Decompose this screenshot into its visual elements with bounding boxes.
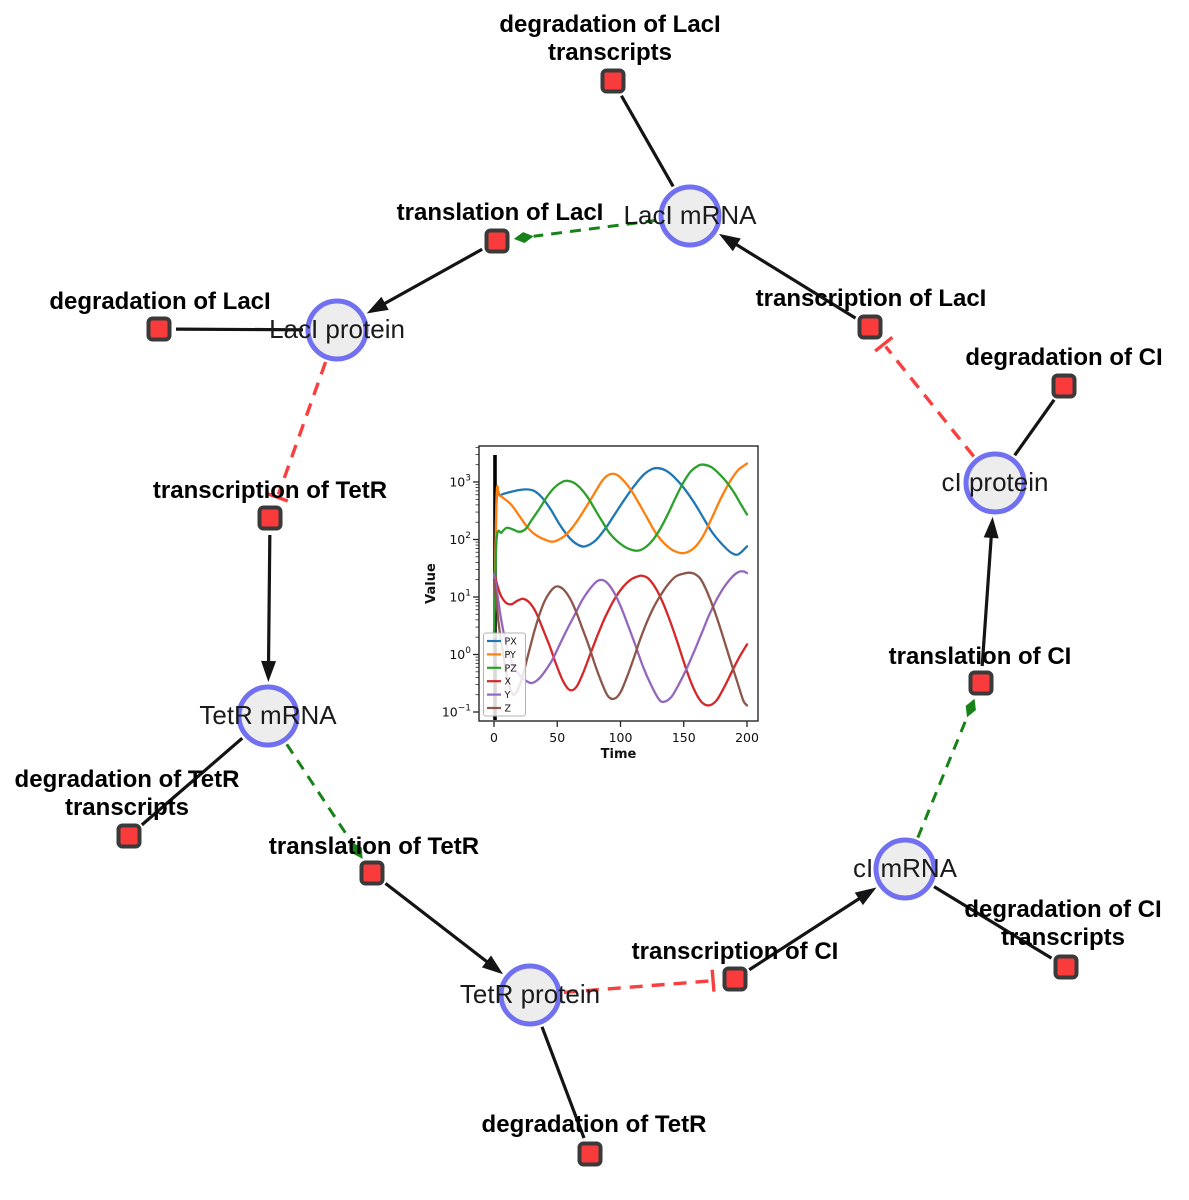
y-axis-title: Value [424,563,439,604]
series-curve-PX [492,466,749,639]
species-node-ci-mrna [873,837,937,901]
x-axis-title: Time [601,747,637,762]
reaction-node-deg-laci-tr [600,68,626,94]
plot-legend: PX PY PZ XYZ [483,632,526,717]
legend-label-X: X [505,677,512,688]
reaction-node-deg-tetr [577,1141,603,1167]
series-curve-PZ [492,463,749,639]
edge-tetr_mrna-deg_tetr_tr [140,737,244,827]
diamond-arrowhead-icon [351,842,363,859]
edge-tetr_protein-deg_tetr [540,1026,586,1139]
edge-ci_mrna-deg_ci_tr [933,885,1053,960]
legend-label-PZ: PZ [505,663,518,674]
reaction-node-deg-ci [1051,373,1077,399]
reaction-node-tx-tetr [257,505,283,531]
species-node-laci-mrna [658,184,722,248]
edge-laci_protein-tx_tetr [266,361,328,503]
diamond-arrowhead-icon [965,698,976,718]
reaction-node-tl-tetr [359,860,385,886]
species-node-ci-protein [963,451,1027,515]
plot-frame [478,445,759,722]
reaction-node-deg-tetr-tr [116,823,142,849]
edge-tl_tetr-tetr_protein [384,882,504,975]
reaction-node-tl-ci [968,670,994,696]
edge-tl_laci-laci_protein [366,247,483,314]
edge-ci_protein-tx_laci [874,335,976,458]
reaction-node-tx-ci [722,966,748,992]
arrowhead-icon [366,296,389,314]
y-tick-label: 103 [449,474,471,490]
edge-tl_ci-ci_protein [980,516,999,667]
nodes-layer [116,68,1079,1167]
arrowhead-icon [983,516,999,539]
x-tick-label: 100 [609,730,633,745]
diamond-arrowhead-icon [513,232,534,243]
edge-laci_mrna-deg_laci_tr [620,94,675,188]
tbar-inhibition-icon [874,335,894,353]
species-node-laci-protein [305,298,369,362]
tbar-inhibition-icon [710,969,716,992]
reaction-node-deg-ci-tr [1053,954,1079,980]
edge-laci_mrna-tl_laci [513,218,657,243]
edge-tx_ci-ci_mrna [748,887,877,972]
arrowhead-icon [854,887,877,906]
edge-ci_mrna-tl_ci [916,698,976,839]
edges-layer [140,94,1056,1139]
x-tick-label: 0 [490,730,498,745]
series-curve-PY [492,462,749,639]
edge-tx_tetr-tetr_mrna [261,534,277,683]
series-curve-X [492,572,749,707]
legend-label-PX: PX [505,637,518,648]
arrowhead-icon [481,955,504,975]
x-tick-label: 200 [735,730,759,745]
inset-timeseries-plot: PX PY PZ XYZ 0 50 100 150 200 10−1 100 101 102 103 Tim… [424,445,759,762]
y-tick-label: 102 [449,531,471,547]
reaction-node-tl-laci [484,228,510,254]
y-tick-label: 101 [449,589,471,605]
legend-label-Y: Y [504,690,511,701]
reaction-node-tx-laci [857,314,883,340]
edge-tetr_protein-tx_ci [563,969,716,995]
y-tick-label: 100 [449,646,471,662]
arrowhead-icon [261,660,277,683]
species-node-tetr-mrna [236,684,300,748]
legend-label-Z: Z [505,704,512,715]
edge-tx_laci-laci_mrna [718,233,857,320]
legend-label-PY: PY [505,650,517,661]
y-tick-label: 10−1 [442,704,471,720]
x-tick-label: 150 [672,730,696,745]
species-node-tetr-protein [498,963,562,1027]
edge-ci_protein-deg_ci [1013,398,1056,457]
reaction-node-deg-laci [146,316,172,342]
tbar-inhibition-icon [266,491,289,503]
edge-tetr_mrna-tl_tetr [285,743,363,859]
arrowhead-icon [718,233,741,252]
edge-laci_protein-deg_laci [175,327,304,332]
x-tick-label: 50 [549,730,565,745]
